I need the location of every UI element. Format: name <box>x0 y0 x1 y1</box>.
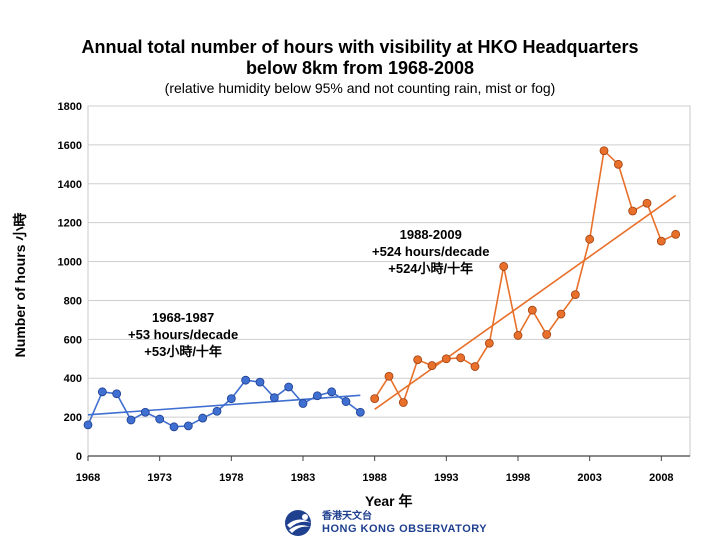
data-point-2001 <box>556 309 566 319</box>
data-point-1985 <box>327 387 337 397</box>
data-point-1976 <box>198 413 208 423</box>
y-tick-label: 1200 <box>58 218 82 230</box>
chart-title-line-2: below 8km from 1968-2008 <box>245 58 475 78</box>
data-point-2007 <box>642 198 652 208</box>
data-point-2008 <box>656 236 666 246</box>
data-point-1988 <box>370 394 380 404</box>
data-point-1993 <box>441 354 451 364</box>
annotation-1968-1987: 1968-1987 +53 hours/decade +53小時/十年 <box>128 309 238 360</box>
y-tick-label: 1800 <box>58 101 82 113</box>
y-tick-label: 800 <box>64 295 82 307</box>
annotation-1988-2009: 1988-2009 +524 hours/decade +524小時/十年 <box>372 226 489 277</box>
data-point-1974 <box>169 422 179 432</box>
data-point-1975 <box>183 421 193 431</box>
data-point-2000 <box>542 330 552 339</box>
data-point-1970 <box>112 389 122 399</box>
y-tick-label: 0 <box>76 451 82 463</box>
y-tick-label: 400 <box>64 373 82 385</box>
annotation-1-rate: +53 hours/decade <box>128 327 239 342</box>
y-axis-title: Number of hours 小時 <box>12 212 28 358</box>
x-axis-title: Year 年 <box>365 493 413 509</box>
data-point-1986 <box>341 397 351 406</box>
data-point-1997 <box>499 262 509 271</box>
trend-line-1988-2009 <box>374 194 677 410</box>
data-point-2004 <box>599 146 609 156</box>
data-point-1972 <box>140 407 150 417</box>
data-point-1981 <box>269 393 279 403</box>
x-tick-label: 1968 <box>76 472 100 484</box>
x-tick-label: 1973 <box>147 472 171 484</box>
data-point-1979 <box>241 375 251 385</box>
data-point-1982 <box>284 382 294 392</box>
data-point-1999 <box>527 305 537 315</box>
y-tick-label: 1000 <box>58 257 82 269</box>
data-point-1973 <box>155 414 165 424</box>
data-point-1983 <box>298 399 308 408</box>
data-point-2002 <box>570 290 580 300</box>
series-line-1988-2009 <box>373 149 677 405</box>
annotation-2-period: 1988-2009 <box>399 227 462 242</box>
data-point-1971 <box>126 415 136 425</box>
x-tick-label: 2008 <box>649 472 673 484</box>
annotation-2-rate: +524 hours/decade <box>372 244 490 259</box>
y-tick-label: 600 <box>64 334 82 346</box>
x-tick-label: 1988 <box>362 472 386 484</box>
data-point-1991 <box>413 355 423 365</box>
annotation-1-period: 1968-1987 <box>152 310 215 325</box>
data-point-1998 <box>513 331 523 340</box>
y-tick-label: 1400 <box>58 179 82 191</box>
data-point-1995 <box>470 362 480 371</box>
data-point-2009 <box>671 229 681 239</box>
annotation-1-rate-zh: +53小時/十年 <box>144 344 222 359</box>
hko-logo: 香港天文台 HONG KONG OBSERVATORY <box>284 508 487 538</box>
annotation-2-rate-zh: +524小時/十年 <box>388 261 474 276</box>
y-tick-label: 1600 <box>58 140 82 152</box>
x-tick-label: 2003 <box>577 472 601 484</box>
data-point-1994 <box>456 353 466 363</box>
data-point-1968 <box>83 420 93 430</box>
data-point-1990 <box>398 398 408 407</box>
data-point-2006 <box>628 206 638 216</box>
logo-name-zh: 香港天文台 <box>322 510 372 522</box>
x-tick-label: 1993 <box>434 472 458 484</box>
data-point-1987 <box>355 407 365 417</box>
x-tick-label: 1978 <box>219 472 243 484</box>
data-point-2003 <box>585 234 595 244</box>
data-point-1989 <box>384 371 394 381</box>
chart-subtitle: (relative humidity below 95% and not cou… <box>164 80 556 96</box>
data-point-1984 <box>312 391 322 401</box>
data-point-1992 <box>427 361 437 370</box>
data-point-1996 <box>484 338 494 348</box>
y-tick-label: 200 <box>64 412 82 424</box>
data-point-2005 <box>613 159 623 169</box>
chart-title-line-1: Annual total number of hours with visibi… <box>81 37 639 57</box>
hko-logo-icon <box>285 510 311 536</box>
plot-frame <box>87 105 691 457</box>
data-point-1980 <box>255 377 265 387</box>
x-tick-label: 1983 <box>291 472 315 484</box>
logo-name-en: HONG KONG OBSERVATORY <box>322 522 488 535</box>
data-point-1969 <box>97 387 107 397</box>
data-point-1977 <box>212 406 222 416</box>
data-point-1978 <box>226 394 236 404</box>
x-tick-label: 1998 <box>506 472 530 484</box>
